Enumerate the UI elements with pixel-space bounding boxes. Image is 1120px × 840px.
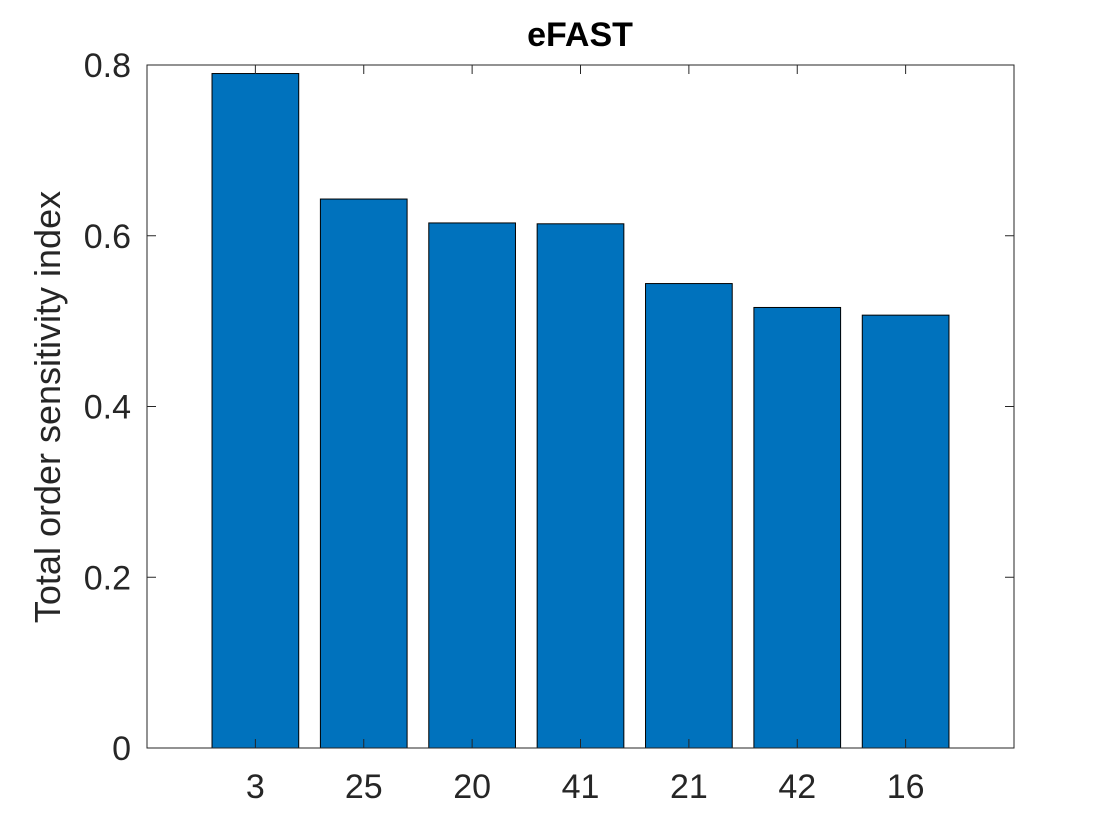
x-tick-label: 41 <box>562 768 600 806</box>
x-tick-label: 20 <box>453 768 491 806</box>
plot-area: 3 25 20 41 21 42 16 0 0.2 0.4 0.6 0.8 <box>84 47 1015 806</box>
y-tick-label: 0.2 <box>84 559 131 597</box>
y-tick-label: 0.8 <box>84 47 131 85</box>
x-tick-label: 3 <box>246 768 265 806</box>
x-tick-label: 42 <box>778 768 816 806</box>
y-tick-label: 0.6 <box>84 218 131 256</box>
y-tick-label: 0.4 <box>84 389 131 427</box>
bar-21 <box>645 283 733 749</box>
bar-25 <box>319 198 408 749</box>
bar-3 <box>211 73 300 749</box>
x-tick-label: 25 <box>345 768 383 806</box>
chart-title: eFAST <box>527 16 633 54</box>
bar-41 <box>536 223 625 749</box>
bar-20 <box>428 222 516 749</box>
bar-42 <box>753 306 842 749</box>
y-tick-label: 0 <box>112 730 131 768</box>
x-tick-label: 16 <box>887 768 925 806</box>
y-axis-label: Total order sensitivity index <box>27 191 68 623</box>
x-tick-label: 21 <box>670 768 708 806</box>
bar-16 <box>861 314 950 749</box>
